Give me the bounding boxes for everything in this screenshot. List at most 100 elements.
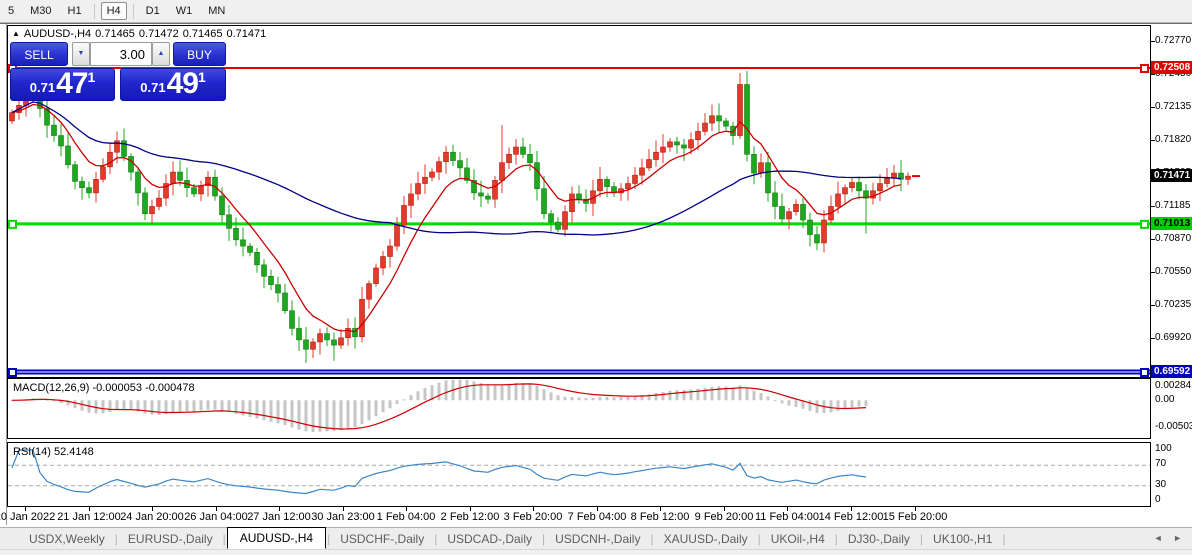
price-tick-mark <box>1151 106 1155 108</box>
candle-body <box>422 176 428 184</box>
macd-histogram-bar <box>402 399 406 401</box>
macd-histogram-bar <box>479 382 483 401</box>
rsi-panel[interactable] <box>7 442 1151 507</box>
buy-button[interactable]: BUY <box>173 42 226 66</box>
macd-histogram-bar <box>171 400 175 413</box>
volume-decrease-button[interactable]: ▼ <box>72 42 90 66</box>
tab-usdchf-daily[interactable]: USDCHF-,Daily <box>340 531 425 546</box>
macd-panel[interactable] <box>7 378 1151 439</box>
timeframe-button-h1[interactable]: H1 <box>67 5 82 17</box>
candle-body <box>310 341 316 350</box>
macd-histogram-bar <box>423 388 427 401</box>
timeframe-button-d1[interactable]: D1 <box>145 5 160 17</box>
timeframe-toolbar: 5 M30 H1 H4 D1 W1 MN <box>0 0 1192 23</box>
macd-histogram-bar <box>388 400 392 409</box>
macd-histogram-bar <box>843 400 847 410</box>
timeframe-button-w1[interactable]: W1 <box>175 5 193 17</box>
candle-body <box>716 115 722 122</box>
macd-histogram-bar <box>801 400 805 409</box>
macd-histogram-bar <box>535 385 539 401</box>
time-tick-label: 20 Jan 2022 <box>0 511 56 523</box>
sell-button[interactable]: SELL <box>10 42 68 66</box>
tab-uk100-h1[interactable]: UK100-,H1 <box>933 531 993 546</box>
macd-histogram-bar <box>101 400 105 414</box>
time-tick-mark <box>152 507 153 511</box>
price-tick-label: 0.72135 <box>1155 100 1192 112</box>
macd-histogram-bar <box>815 400 819 413</box>
candle-body <box>688 139 694 149</box>
time-tick-mark <box>216 507 217 511</box>
buy-price-prefix: 0.71 <box>140 80 166 95</box>
macd-histogram-bar <box>563 396 567 401</box>
macd-histogram-bar <box>73 400 77 409</box>
time-tick-mark <box>851 507 852 511</box>
price-tick-label: 0.69920 <box>1155 331 1192 343</box>
time-tick-mark <box>724 507 725 511</box>
macd-histogram-bar <box>472 381 476 401</box>
candle-body <box>814 234 820 244</box>
tab-scroll-left-icon[interactable]: ◄ <box>1153 533 1163 543</box>
tab-xauusd-daily[interactable]: XAUUSD-,Daily <box>663 531 748 546</box>
expand-arrow-icon[interactable]: ▲ <box>12 29 20 38</box>
candle-body <box>44 108 50 126</box>
tab-usdcnh-daily[interactable]: USDCNH-,Daily <box>555 531 641 546</box>
timeframe-button-mn[interactable]: MN <box>208 5 226 17</box>
macd-histogram-bar <box>353 400 357 428</box>
rsi-indicator-label: RSI(14) 52.4148 <box>13 446 94 458</box>
macd-histogram-bar <box>689 389 693 401</box>
tab-usdx-weekly[interactable]: USDX,Weekly <box>29 531 105 546</box>
macd-histogram-bar <box>283 400 287 426</box>
volume-input[interactable] <box>90 42 152 66</box>
timeframe-button-h4[interactable]: H4 <box>100 2 127 20</box>
candle-body <box>681 144 687 149</box>
macd-histogram-bar <box>486 384 490 401</box>
tab-usdcad-daily[interactable]: USDCAD-,Daily <box>447 531 533 546</box>
candle-body <box>296 328 302 341</box>
candle-body <box>93 179 99 194</box>
macd-histogram-bar <box>514 382 518 401</box>
candle-body <box>492 180 498 200</box>
macd-histogram-bar <box>710 386 714 401</box>
candle-body <box>877 183 883 192</box>
macd-histogram-bar <box>661 391 665 401</box>
tab-ukoil-h4[interactable]: UKOil-,H4 <box>770 531 825 546</box>
tab-dj30-daily[interactable]: DJ30-,Daily <box>847 531 910 546</box>
time-tick-mark <box>406 507 407 511</box>
macd-histogram-bar <box>255 400 259 419</box>
tab-eurusd-daily[interactable]: EURUSD-,Daily <box>127 531 213 546</box>
candle-body <box>534 162 540 190</box>
time-tick-mark <box>343 507 344 511</box>
sell-price-quote[interactable]: 0.71 47 1 <box>10 68 115 101</box>
macd-histogram-bar <box>185 400 189 412</box>
tab-separator: | <box>757 531 761 546</box>
candle-body <box>429 171 435 178</box>
symbol-tab-bar: ◄ ► USDX,Weekly | EURUSD-,Daily | AUDUSD-,H4… <box>0 526 1192 549</box>
candle-body <box>702 122 708 132</box>
tab-separator: | <box>834 531 838 546</box>
tab-scroll-right-icon[interactable]: ► <box>1173 533 1182 543</box>
candle-body <box>387 245 393 257</box>
macd-histogram-bar <box>304 400 308 432</box>
timeframe-button-m30[interactable]: M30 <box>30 5 52 17</box>
buy-price-quote[interactable]: 0.71 49 1 <box>120 68 226 101</box>
toolbar-separator <box>132 3 134 19</box>
price-level-badge: 0.71471 <box>1151 169 1192 183</box>
candle-body <box>233 228 239 241</box>
candle-body <box>646 159 652 169</box>
candle-body <box>247 245 253 253</box>
macd-histogram-bar <box>745 387 749 401</box>
macd-histogram-bar <box>612 397 616 401</box>
macd-histogram-bar <box>192 400 196 412</box>
macd-histogram-bar <box>143 400 147 414</box>
macd-histogram-bar <box>339 400 343 431</box>
tab-audusd-h4[interactable]: AUDUSD-,H4 <box>226 526 327 549</box>
volume-increase-button[interactable]: ▲ <box>152 42 170 66</box>
macd-histogram-bar <box>437 382 441 401</box>
macd-axis-label: -0.005032 <box>1155 421 1192 432</box>
price-level-badge: 0.69592 <box>1151 365 1192 378</box>
macd-histogram-bar <box>122 400 126 410</box>
buy-price-main: 49 <box>166 67 199 100</box>
candle-body <box>527 154 533 163</box>
timeframe-button-5[interactable]: 5 <box>8 5 15 17</box>
